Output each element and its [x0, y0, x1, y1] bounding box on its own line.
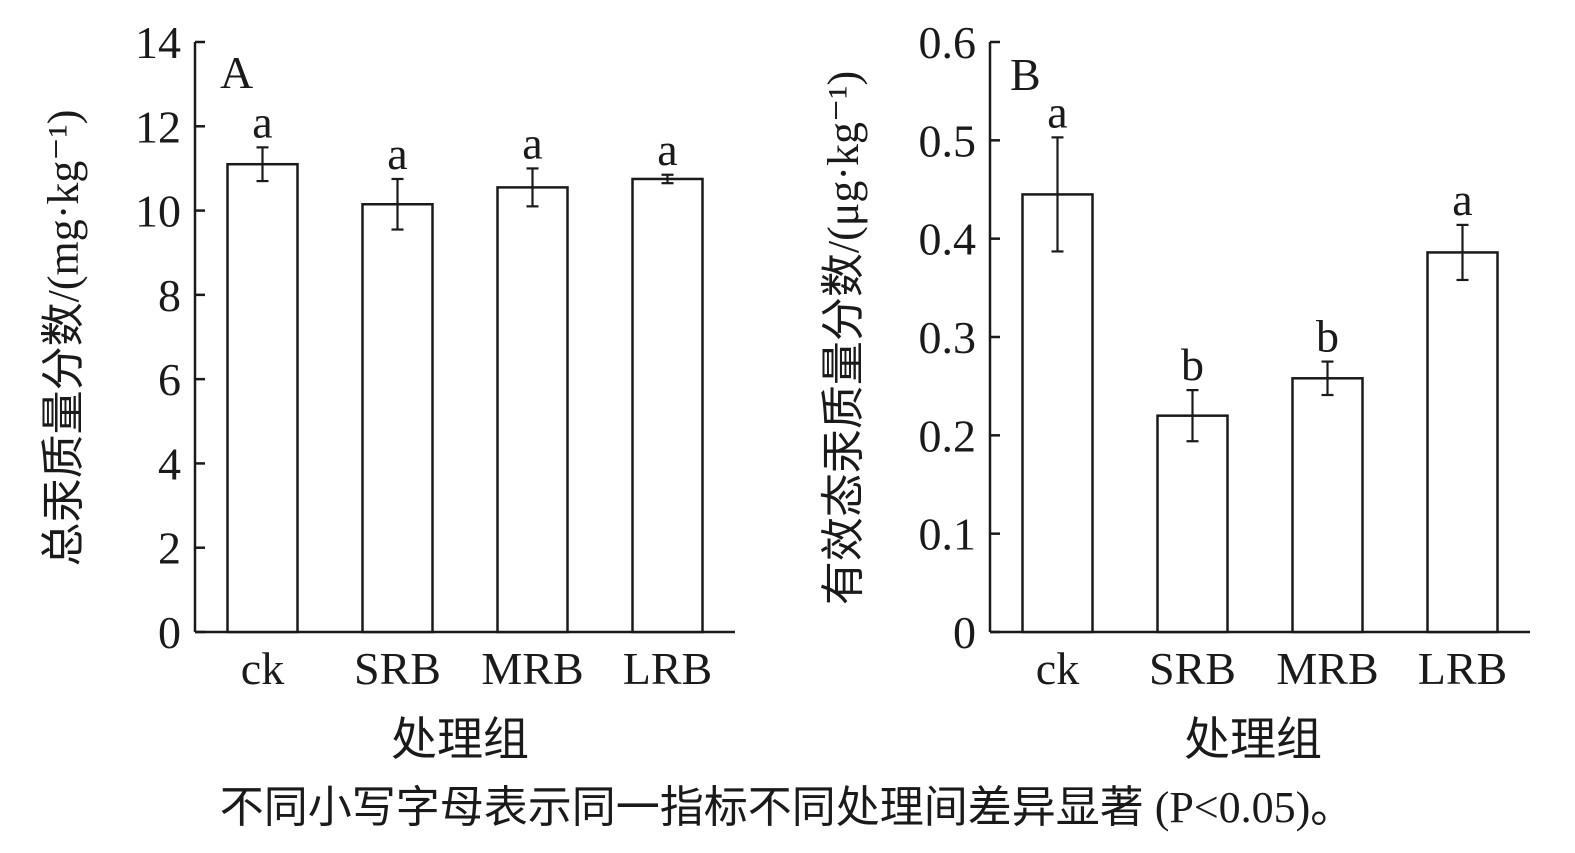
- y-tick-label: 0.1: [919, 509, 977, 560]
- figure-caption: 不同小写字母表示同一指标不同处理间差异显著 (P<0.05)。: [220, 783, 1355, 832]
- y-tick-label: 0: [158, 607, 181, 658]
- panel-label: A: [220, 47, 253, 98]
- significance-letter-LRB: a: [1452, 174, 1472, 225]
- category-label-ck: ck: [241, 643, 284, 694]
- y-tick-label: 8: [158, 270, 181, 321]
- y-tick-label: 4: [158, 438, 181, 489]
- x-axis-label: 处理组: [391, 714, 529, 765]
- y-tick-label: 0.5: [919, 115, 977, 166]
- significance-letter-ck: a: [1047, 86, 1067, 137]
- bar-MRB: [496, 186, 569, 634]
- chart-panel-B: 0 0.1 0.2 0.3 0.4 0.5 0.6 a ck b SRB b MRB a LRB B 有效态汞质…: [819, 17, 1530, 765]
- y-tick-label: 14: [135, 17, 181, 68]
- y-tick-label: 0.6: [919, 17, 977, 68]
- chart-panel-A: 0 2 4 6 8 10 12 14 a ck a SRB a MRB a LRB A 总汞质量分数/(mg·kg…: [39, 17, 735, 765]
- category-label-SRB: SRB: [1149, 643, 1236, 694]
- y-tick-label: 6: [158, 354, 181, 405]
- significance-letter-ck: a: [252, 96, 272, 147]
- significance-letter-MRB: b: [1316, 311, 1339, 362]
- bar-SRB: [1156, 414, 1229, 634]
- y-tick-label: 0.2: [919, 410, 977, 461]
- y-tick-label: 12: [135, 101, 181, 152]
- y-axis-label: 总汞质量分数/(mg·kg⁻¹): [39, 110, 88, 567]
- significance-letter-SRB: a: [387, 128, 407, 179]
- y-tick-label: 10: [135, 186, 181, 237]
- panel-label: B: [1010, 49, 1041, 100]
- y-tick-label: 0.3: [919, 312, 977, 363]
- y-tick-label: 0.4: [919, 214, 977, 265]
- significance-letter-SRB: b: [1181, 339, 1204, 390]
- bar-ck: [1021, 193, 1094, 634]
- x-axis-label: 处理组: [1184, 714, 1322, 765]
- bar-ck: [226, 162, 299, 634]
- bar-LRB: [631, 177, 704, 634]
- category-label-LRB: LRB: [1418, 643, 1507, 694]
- significance-letter-MRB: a: [522, 117, 542, 168]
- y-axis-label: 有效态汞质量分数/(μg·kg⁻¹): [819, 71, 868, 605]
- y-tick-label: 0: [953, 607, 976, 658]
- category-label-ck: ck: [1036, 643, 1079, 694]
- significance-letter-LRB: a: [657, 124, 677, 175]
- bar-MRB: [1291, 377, 1364, 634]
- bar-SRB: [361, 203, 434, 634]
- y-tick-label: 2: [158, 523, 181, 574]
- category-label-SRB: SRB: [354, 643, 441, 694]
- category-label-MRB: MRB: [1276, 643, 1378, 694]
- bar-LRB: [1426, 251, 1499, 634]
- category-label-MRB: MRB: [481, 643, 583, 694]
- category-label-LRB: LRB: [623, 643, 712, 694]
